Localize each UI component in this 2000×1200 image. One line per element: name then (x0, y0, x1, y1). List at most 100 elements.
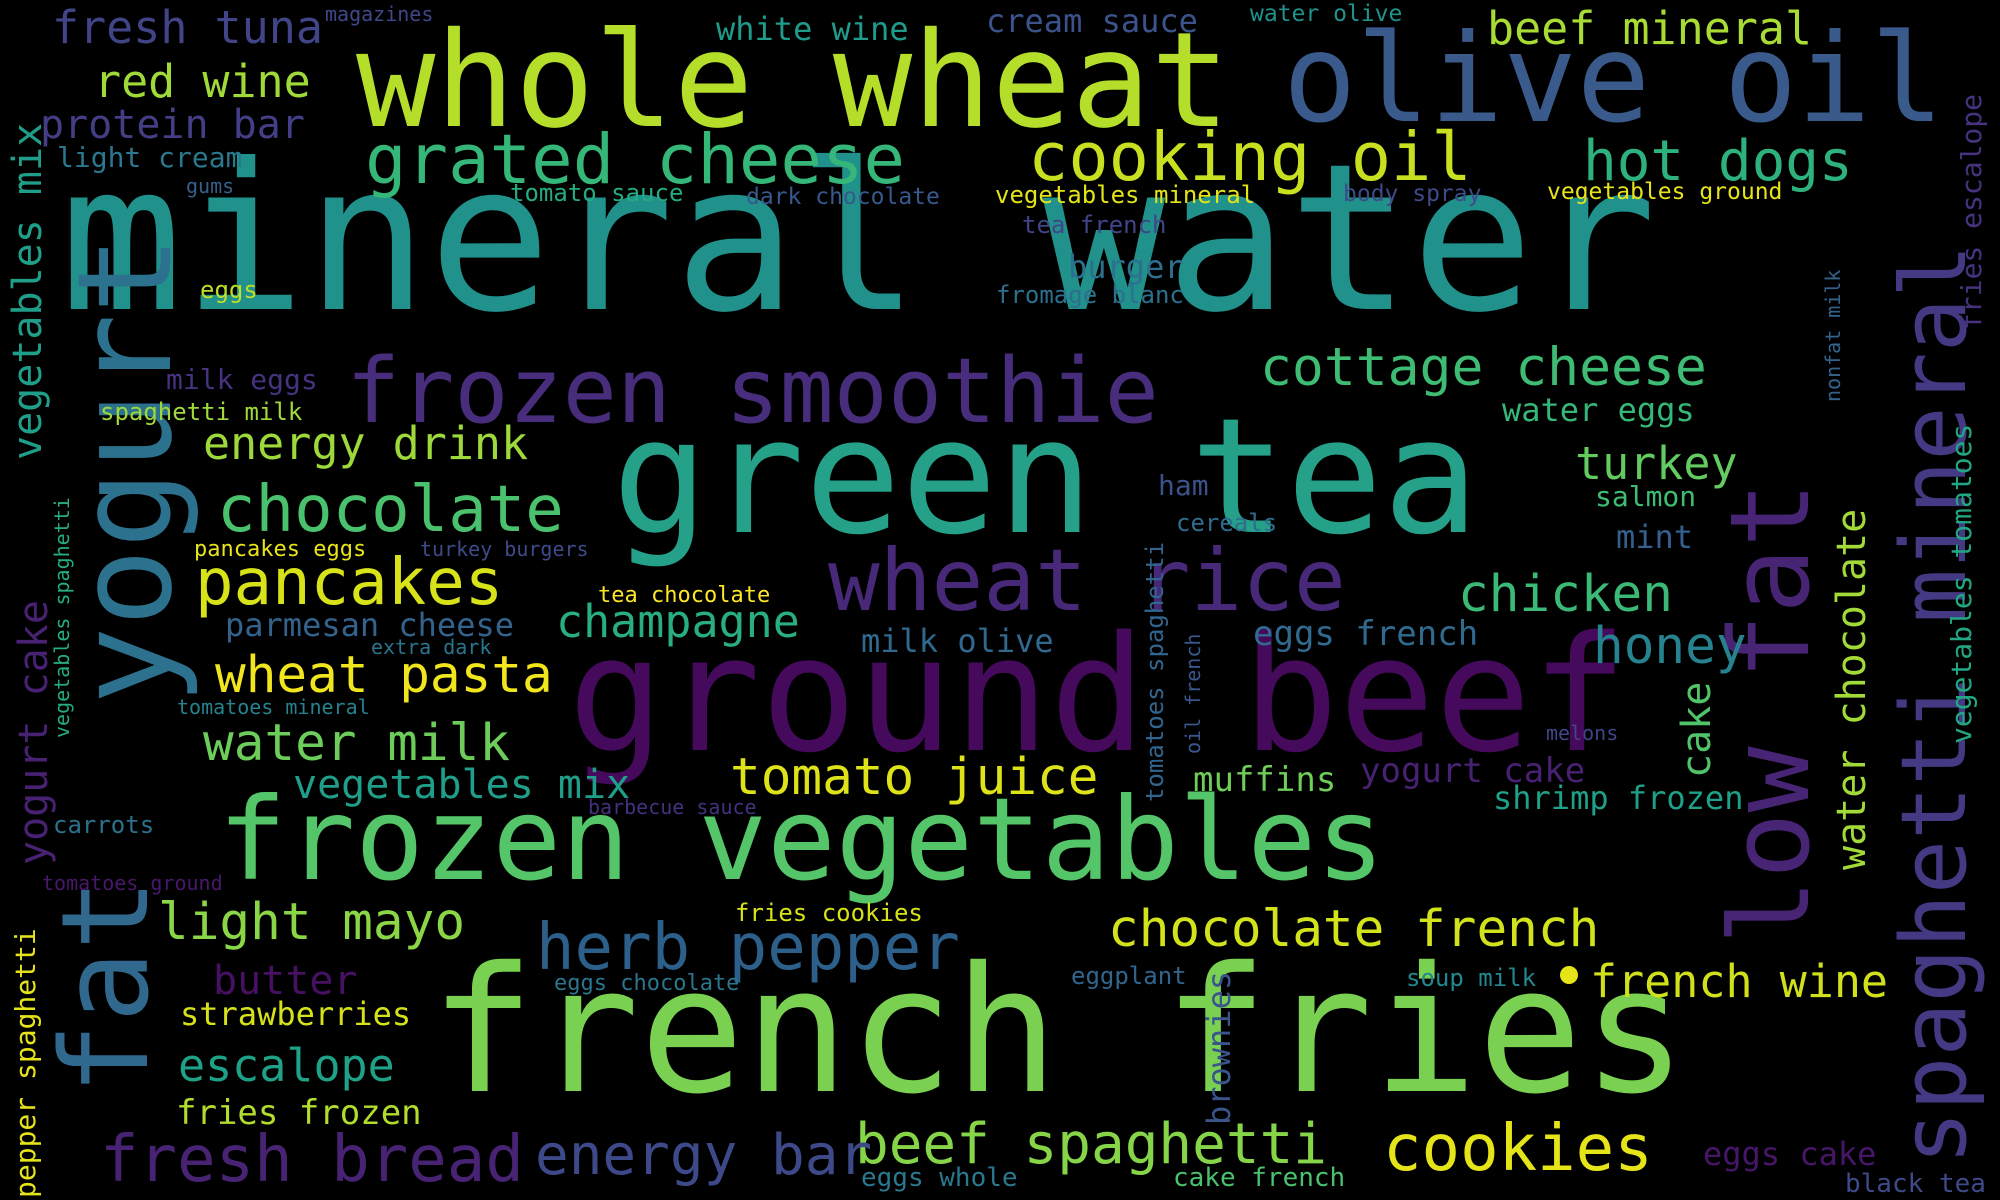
word-milk-olive: milk olive (861, 622, 1054, 660)
word-yogurt: yogurt (49, 235, 201, 705)
word-wheat-rice: wheat rice (828, 531, 1346, 631)
word-energy-drink: energy drink (203, 417, 529, 470)
word-parmesan-cheese: parmesan cheese (225, 606, 514, 644)
word-light-mayo: light mayo (158, 893, 466, 952)
word-beef-mineral: beef mineral (1487, 2, 1813, 55)
word-eggs: eggs (200, 276, 258, 304)
word-pancakes-eggs: pancakes eggs (194, 537, 367, 562)
word-grated-cheese: grated cheese (365, 120, 906, 200)
word-cake: cake (1674, 681, 1720, 778)
word-tomatoes-mineral: tomatoes mineral (177, 695, 370, 719)
word-tea-french: tea french (1022, 211, 1167, 239)
word-frozen-vegetables: frozen vegetables (218, 773, 1385, 906)
word-cake-french: cake french (1173, 1163, 1346, 1193)
word-melons: melons (1546, 721, 1619, 745)
word-champagne: champagne (556, 595, 800, 648)
word-tomatoes-spaghetti: tomatoes spaghetti (1141, 541, 1169, 802)
word-brownies: brownies (1200, 970, 1238, 1125)
word-oil-french: oil french (1181, 633, 1205, 754)
word-burger: burger (1068, 248, 1184, 286)
word-vegetables-tomatoes: vegetables tomatoes (1945, 423, 1978, 744)
word-mineral-water: mineral water (60, 121, 1657, 358)
word-tomato-sauce: tomato sauce (510, 179, 684, 207)
word-ground-beef: ground beef (568, 601, 1628, 788)
word-low-fat: low fat (1706, 481, 1834, 945)
word-fromage-blanc: fromage blanc (996, 281, 1184, 309)
word-chocolate: chocolate (217, 473, 564, 547)
word-vegetables-mix: vegetables mix (5, 122, 51, 460)
word-cream-sauce: cream sauce (986, 2, 1198, 40)
word-water-eggs: water eggs (1502, 391, 1695, 429)
mark-dot (1560, 966, 1578, 984)
word-fries-escalope: fries escalope (1955, 93, 1988, 330)
word-barbecue-sauce: barbecue sauce (588, 795, 757, 819)
word-wheat-pasta: wheat pasta (215, 646, 553, 705)
word-carrots: carrots (53, 811, 155, 839)
word-fries-frozen: fries frozen (176, 1093, 422, 1133)
word-dark-chocolate: dark chocolate (746, 184, 940, 210)
word-beef-spaghetti: beef spaghetti (855, 1112, 1328, 1177)
word-strawberries: strawberries (180, 995, 412, 1033)
word-pancakes: pancakes (195, 546, 504, 620)
word-soup-milk: soup milk (1406, 964, 1537, 992)
word-extra-dark: extra dark (371, 635, 492, 659)
word-tomatoes-ground: tomatoes ground (42, 871, 223, 895)
word-vegetables-mineral: vegetables mineral (995, 181, 1256, 209)
word-butter: butter (213, 958, 358, 1004)
word-water-chocolate: water chocolate (1829, 508, 1875, 870)
word-gums: gums (186, 174, 235, 198)
word-turkey-burgers: turkey burgers (420, 537, 589, 561)
word-tomato-juice: tomato juice (730, 748, 1099, 807)
word-mint: mint (1616, 518, 1694, 556)
word-eggs-chocolate: eggs chocolate (554, 971, 740, 996)
word-muffins: muffins (1193, 760, 1337, 800)
word-energy-bar: energy bar (535, 1123, 873, 1188)
word-cooking-oil: cooking oil (1028, 118, 1472, 196)
word-green-tea: green tea (612, 383, 1479, 570)
word-protein-bar: protein bar (40, 102, 305, 148)
word-eggs-cake: eggs cake (1703, 1135, 1877, 1173)
word-french-wine: french wine (1590, 955, 1889, 1008)
word-mushroom-cream: yogurt cake (1360, 751, 1586, 791)
word-yogurt-cake: yogurt cake (11, 600, 57, 865)
word-pepper-spaghetti: pepper spaghetti (9, 928, 42, 1198)
word-fat: fat (37, 878, 176, 1095)
word-fresh-tuna: fresh tuna (52, 1, 323, 54)
word-body-spray: body spray (1343, 181, 1482, 207)
word-water-olive: water olive (1250, 1, 1403, 27)
word-milk-eggs: milk eggs (166, 363, 318, 396)
word-cookies: cookies (1383, 1112, 1653, 1186)
word-olive-oil: olive oil (1283, 8, 1945, 150)
word-shrimp-frozen: shrimp frozen (1493, 779, 1744, 817)
word-chocolate-french: chocolate french (1108, 900, 1600, 959)
word-water-milk: water milk (203, 714, 511, 773)
word-spaghetti-milk: spaghetti milk (100, 398, 303, 426)
word-water-soup: vegetables mix (293, 762, 631, 808)
word-eggs-french: eggs french (1253, 614, 1479, 654)
word-vegetables-spaghetti: vegetables spaghetti (50, 497, 74, 738)
word-honey: honey (1593, 617, 1747, 676)
word-white-wine: white wine (716, 10, 909, 48)
word-fresh-bread: fresh bread (100, 1123, 524, 1197)
word-cereals: cereals (1176, 509, 1278, 537)
word-eggplant: eggplant (1071, 962, 1187, 990)
word-whole-wheat: whole wheat (356, 4, 1231, 158)
word-ham: ham (1158, 469, 1209, 502)
word-eggs-whole: eggs whole (861, 1163, 1018, 1193)
word-french-fries: french fries (430, 930, 1688, 1133)
word-tea-chocolate: tea chocolate (598, 583, 771, 608)
word-chicken: chicken (1458, 565, 1673, 624)
word-escalope: escalope (178, 1039, 395, 1092)
word-nonfat-milk: nonfat milk (1821, 269, 1845, 402)
word-light-cream: light cream (57, 141, 243, 174)
word-cottage-cheese: cottage cheese (1260, 337, 1707, 398)
word-vegetables-ground: vegetables ground (1547, 179, 1783, 205)
word-turkey: turkey (1575, 437, 1738, 490)
word-herb-pepper: herb pepper (536, 911, 960, 985)
word-hot-dogs: hot dogs (1583, 129, 1853, 194)
word-red-wine: red wine (94, 55, 311, 108)
word-black-tea: black tea (1845, 1169, 1986, 1199)
word-magazines: magazines (325, 2, 434, 26)
word-fries-cookies: fries cookies (735, 899, 923, 927)
